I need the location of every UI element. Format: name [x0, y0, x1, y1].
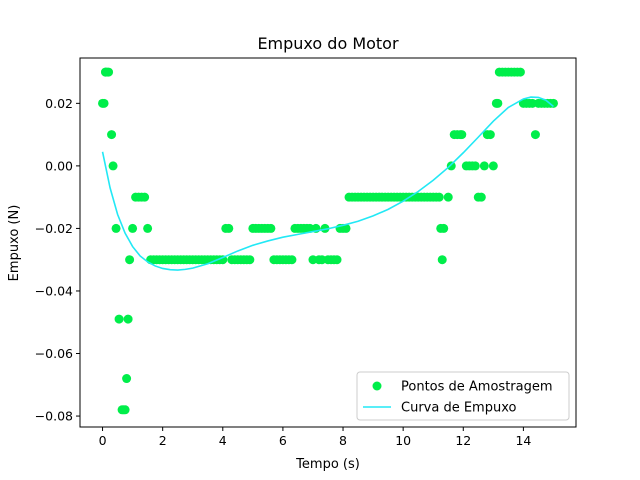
legend: Pontos de Amostragem Curva de Empuxo [356, 371, 570, 421]
x-tick-label: 10 [395, 433, 411, 448]
data-point [143, 223, 153, 233]
data-point [266, 223, 276, 233]
axes: 0 2 4 6 8 10 12 14 −0.08 −0.06 −0.04 −0.02 0.00 0.02 [35, 57, 577, 448]
plot-contents [98, 67, 558, 415]
data-point [332, 255, 342, 265]
data-point [515, 67, 525, 77]
data-point [218, 255, 228, 265]
data-point [493, 98, 503, 108]
y-tick-label: 0.02 [45, 96, 73, 111]
data-point [437, 255, 447, 265]
legend-box [356, 371, 570, 421]
x-tick-label: 12 [455, 433, 471, 448]
data-point [107, 130, 117, 140]
x-tick-label: 14 [515, 433, 531, 448]
data-point [99, 98, 109, 108]
legend-marker-points [372, 381, 382, 391]
data-point [123, 314, 133, 324]
data-point [114, 314, 124, 324]
data-point [479, 161, 489, 171]
data-point [476, 192, 486, 202]
data-point [128, 223, 138, 233]
data-point [320, 223, 330, 233]
data-point [125, 255, 135, 265]
data-point [530, 130, 540, 140]
legend-label-points: Pontos de Amostragem [401, 380, 553, 395]
y-tick-label: 0.00 [45, 158, 73, 173]
x-tick-label: 8 [339, 433, 347, 448]
y-axis-label: Empuxo (N) [7, 205, 22, 282]
data-point [287, 255, 297, 265]
data-point [443, 192, 453, 202]
data-point [140, 192, 150, 202]
data-point [439, 223, 449, 233]
data-point [341, 223, 351, 233]
data-point [122, 374, 132, 384]
plot-area [98, 67, 558, 415]
x-tick-label: 4 [219, 433, 227, 448]
curve-line [101, 96, 554, 271]
plot-frame [79, 57, 577, 428]
data-point [120, 405, 130, 415]
data-point [245, 255, 255, 265]
data-point [457, 130, 467, 140]
x-tick-label: 2 [159, 433, 167, 448]
data-point [446, 161, 456, 171]
data-point [108, 161, 118, 171]
y-tick-label: −0.06 [35, 346, 73, 361]
y-tick-label: −0.04 [35, 283, 73, 298]
data-point [488, 161, 498, 171]
data-point [470, 161, 480, 171]
legend-label-curve: Curva de Empuxo [401, 401, 516, 416]
data-point [485, 130, 495, 140]
data-point [111, 223, 121, 233]
y-tick-label: −0.02 [35, 221, 73, 236]
chart-title: Empuxo do Motor [257, 34, 399, 53]
x-axis-label: Tempo (s) [295, 457, 360, 472]
x-tick-label: 6 [279, 433, 287, 448]
x-tick-label: 0 [99, 433, 107, 448]
data-point [434, 192, 444, 202]
data-point [224, 223, 234, 233]
data-point [104, 67, 114, 77]
y-tick-label: −0.08 [35, 409, 73, 424]
